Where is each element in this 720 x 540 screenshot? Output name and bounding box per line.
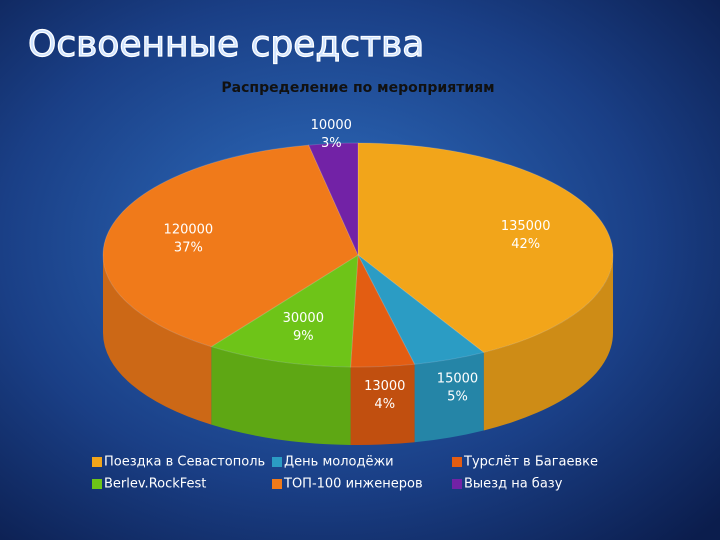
- slice: [210, 254, 359, 368]
- data-label: 10000: [311, 118, 352, 133]
- slice-side: [350, 364, 415, 446]
- slice: [357, 142, 614, 353]
- slice-side: [103, 255, 212, 425]
- legend-label: День молодёжи: [284, 455, 394, 470]
- legend-swatch: [92, 457, 102, 467]
- data-label: 30000: [283, 311, 324, 326]
- legend-swatch: [272, 479, 282, 489]
- data-label: 120000: [164, 223, 214, 238]
- slide-title: Освоенные средства: [28, 24, 424, 65]
- slice: [357, 254, 485, 365]
- data-label: 135000: [501, 219, 551, 234]
- legend-swatch: [92, 479, 102, 489]
- slice-side: [414, 352, 484, 443]
- legend-label: Berlev.RockFest: [104, 477, 206, 492]
- legend-swatch: [452, 457, 462, 467]
- legend-label: Выезд на базу: [464, 477, 563, 492]
- legend-swatch: [272, 457, 282, 467]
- slice: [350, 253, 416, 368]
- legend-swatch: [452, 479, 462, 489]
- legend-label: Поездка в Севастополь: [104, 455, 265, 470]
- slice-side: [211, 346, 351, 445]
- data-label: 13000: [364, 379, 405, 394]
- data-label: 15000: [437, 371, 478, 386]
- slice: [102, 144, 359, 348]
- data-label-percent: 37%: [174, 241, 203, 256]
- data-label-percent: 3%: [321, 136, 342, 151]
- slice-side: [483, 255, 613, 431]
- data-label-percent: 4%: [374, 397, 395, 412]
- chart-title: Распределение по мероприятиям: [221, 80, 494, 96]
- data-label-percent: 5%: [447, 389, 468, 404]
- slice: [307, 142, 359, 256]
- legend-label: Турслёт в Багаевке: [463, 455, 598, 470]
- legend-label: ТОП-100 инженеров: [283, 477, 423, 492]
- data-label-percent: 42%: [511, 237, 540, 252]
- data-label-percent: 9%: [293, 329, 314, 344]
